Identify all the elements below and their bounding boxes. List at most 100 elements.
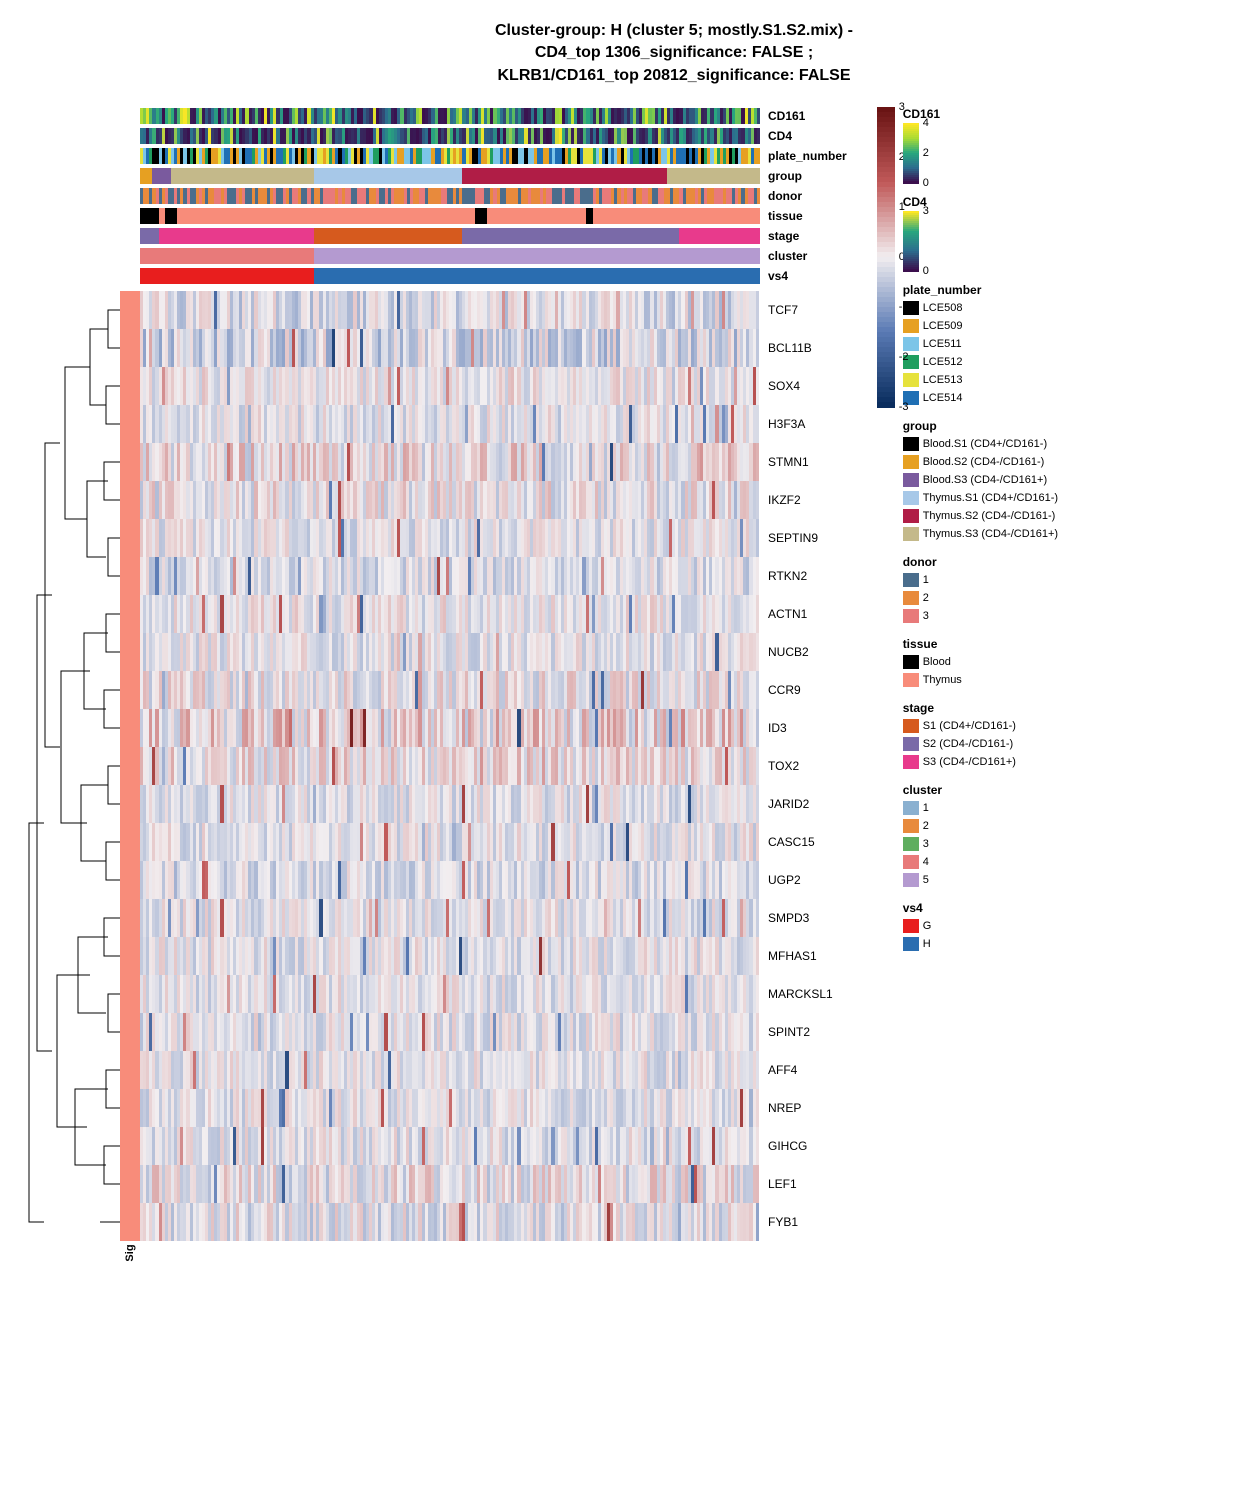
heatmap-row xyxy=(140,709,760,747)
heatmap-row xyxy=(140,443,760,481)
legend-item-label: LCE513 xyxy=(923,374,963,386)
gene-label: ID3 xyxy=(760,709,840,747)
gene-label: IKZF2 xyxy=(760,481,840,519)
legend-item-label: 3 xyxy=(923,610,929,622)
mini-tick: 3 xyxy=(923,205,929,217)
legend-item: 5 xyxy=(903,871,1058,889)
gene-label: NREP xyxy=(760,1089,840,1127)
heatmap-row xyxy=(140,1051,760,1089)
title-line-2: CD4_top 1306_significance: FALSE ; xyxy=(120,42,1228,64)
mini-tick: 0 xyxy=(923,177,929,189)
gene-label: SMPD3 xyxy=(760,899,840,937)
legend-swatch xyxy=(903,719,919,733)
legend-title: cluster xyxy=(903,783,1058,797)
legend-item-label: 2 xyxy=(923,820,929,832)
gene-label: CASC15 xyxy=(760,823,840,861)
legend-swatch xyxy=(903,819,919,833)
gene-label: NUCB2 xyxy=(760,633,840,671)
legend-item-label: S3 (CD4-/CD161+) xyxy=(923,756,1016,768)
main-colorbar: -3-2-10123 xyxy=(877,107,895,1241)
legend-group-donor: donor123 xyxy=(903,555,1058,625)
heatmap-row xyxy=(140,1165,760,1203)
heatmap-row xyxy=(140,823,760,861)
legend-title: group xyxy=(903,419,1058,433)
mini-gradient: 420 xyxy=(903,123,919,183)
legend-item-label: Thymus xyxy=(923,674,962,686)
gene-label: TCF7 xyxy=(760,291,840,329)
annotation-row-CD4: CD4 xyxy=(140,127,847,145)
gene-label: UGP2 xyxy=(760,861,840,899)
legend-item-label: Blood.S1 (CD4+/CD161-) xyxy=(923,438,1047,450)
legend-item: Thymus.S1 (CD4+/CD161-) xyxy=(903,489,1058,507)
heatmap-row xyxy=(140,747,760,785)
legend-swatch xyxy=(903,337,919,351)
legend-item: Blood xyxy=(903,653,1058,671)
gene-label: RTKN2 xyxy=(760,557,840,595)
heatmap-row xyxy=(140,481,760,519)
legend-item-label: LCE511 xyxy=(923,338,962,350)
mini-tick: 2 xyxy=(923,147,929,159)
annotation-row-group: group xyxy=(140,167,847,185)
legend-group-plate_number: plate_numberLCE508LCE509LCE511LCE512LCE5… xyxy=(903,283,1058,407)
legend-item-label: G xyxy=(923,920,932,932)
legend-item-label: LCE514 xyxy=(923,392,963,404)
annotation-label: cluster xyxy=(768,249,807,263)
legends-panel: -3-2-10123 CD161420CD430plate_numberLCE5… xyxy=(877,107,1137,1241)
gene-label: SEPTIN9 xyxy=(760,519,840,557)
legend-item-label: Blood.S2 (CD4-/CD161-) xyxy=(923,456,1045,468)
heatmap-row xyxy=(140,785,760,823)
legend-swatch xyxy=(903,655,919,669)
legend-item: LCE512 xyxy=(903,353,1058,371)
annotation-label: vs4 xyxy=(768,269,788,283)
legend-swatch xyxy=(903,473,919,487)
legend-item: 1 xyxy=(903,571,1058,589)
annotation-row-donor: donor xyxy=(140,187,847,205)
colorbar-tick: -3 xyxy=(899,401,909,413)
sig-label: Sig xyxy=(124,1245,136,1262)
annotation-label: CD161 xyxy=(768,109,805,123)
legend-title: plate_number xyxy=(903,283,1058,297)
legend-item: 2 xyxy=(903,817,1058,835)
gene-label: FYB1 xyxy=(760,1203,840,1241)
legend-item: LCE509 xyxy=(903,317,1058,335)
annotation-label: tissue xyxy=(768,209,803,223)
mini-tick: 0 xyxy=(923,265,929,277)
legend-item-label: Blood.S3 (CD4-/CD161+) xyxy=(923,474,1047,486)
annotation-label: group xyxy=(768,169,802,183)
legend-group-stage: stageS1 (CD4+/CD161-)S2 (CD4-/CD161-)S3 … xyxy=(903,701,1058,771)
legend-item-label: 5 xyxy=(923,874,929,886)
legend-swatch xyxy=(903,737,919,751)
heatmap-row xyxy=(140,1013,760,1051)
annotation-label: stage xyxy=(768,229,799,243)
heatmap-row xyxy=(140,367,760,405)
legend-swatch xyxy=(903,673,919,687)
heatmap-row xyxy=(140,291,760,329)
legend-item: G xyxy=(903,917,1058,935)
legend-item-label: H xyxy=(923,938,931,950)
gene-label: LEF1 xyxy=(760,1165,840,1203)
legend-group-CD4: CD430 xyxy=(903,195,1058,271)
legend-item-label: Thymus.S3 (CD4-/CD161+) xyxy=(923,528,1058,540)
heatmap-row xyxy=(140,633,760,671)
colorbar-tick: -1 xyxy=(899,301,909,313)
gene-label: H3F3A xyxy=(760,405,840,443)
colorbar-tick: -2 xyxy=(899,351,909,363)
legend-item: Thymus.S3 (CD4-/CD161+) xyxy=(903,525,1058,543)
gene-label: SPINT2 xyxy=(760,1013,840,1051)
annotation-row-cluster: cluster xyxy=(140,247,847,265)
legend-item: 4 xyxy=(903,853,1058,871)
annotation-row-CD161: CD161 xyxy=(140,107,847,125)
legend-swatch xyxy=(903,855,919,869)
annotation-label: CD4 xyxy=(768,129,792,143)
annotation-row-tissue: tissue xyxy=(140,207,847,225)
legend-swatch xyxy=(903,437,919,451)
legend-item: LCE513 xyxy=(903,371,1058,389)
legend-swatch xyxy=(903,527,919,541)
legend-item: Thymus xyxy=(903,671,1058,689)
legend-item: Thymus.S2 (CD4-/CD161-) xyxy=(903,507,1058,525)
legend-item: LCE514 xyxy=(903,389,1058,407)
row-dendrogram xyxy=(20,291,120,1241)
legend-item-label: S1 (CD4+/CD161-) xyxy=(923,720,1016,732)
title-line-3: KLRB1/CD161_top 20812_significance: FALS… xyxy=(120,65,1228,87)
heatmap-row xyxy=(140,1203,760,1241)
